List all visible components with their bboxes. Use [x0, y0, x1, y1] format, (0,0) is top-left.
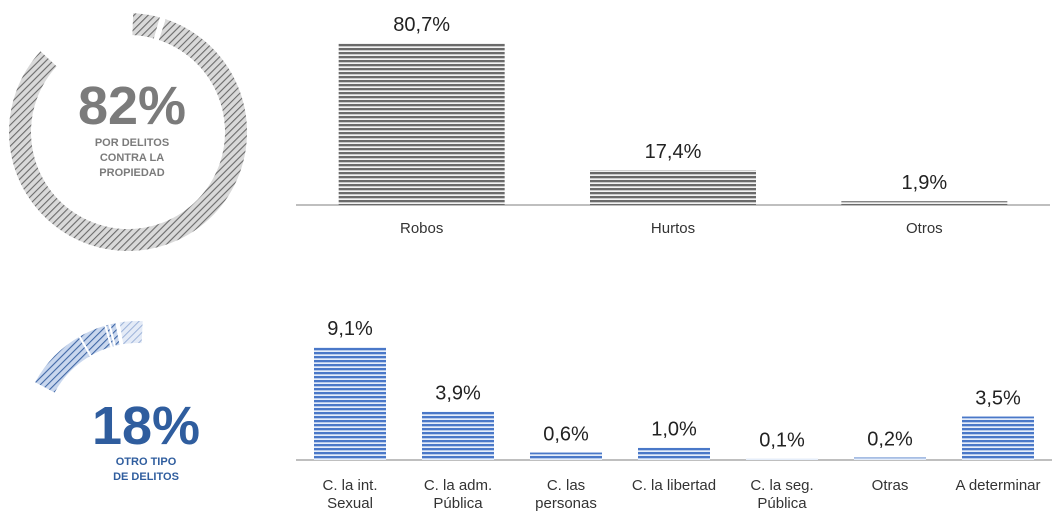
donut-property-caption-line-2: CONTRA LA: [100, 152, 164, 164]
donut-other-crimes: 18% OTRO TIPO DE DELITOS: [32, 319, 200, 483]
chart1-category-1: Robos: [400, 220, 443, 237]
chart1-category-2: Hurtos: [651, 220, 695, 237]
donut-other-segment-7: [117, 319, 145, 347]
chart2-data-label-1: 9,1%: [327, 318, 373, 340]
bar-chart-other: 9,1% C. la int. Sexual 3,9% C. la adm. Públic…: [296, 318, 1052, 512]
donut-other-caption-line-2: DE DELITOS: [113, 471, 179, 483]
chart2-category-2: C. la adm. Pública: [424, 477, 492, 512]
chart2-category-7: A determinar: [955, 477, 1040, 494]
chart2-bar-5: [746, 458, 818, 460]
bar-chart-property: 80,7% Robos 17,4% Hurtos 1,9% Otros: [296, 14, 1050, 237]
chart2-bar-2: [422, 411, 494, 460]
chart2-category-4: C. la libertad: [632, 477, 716, 494]
chart2-bar-1: [314, 347, 386, 460]
chart2-data-label-3: 0,6%: [543, 424, 589, 446]
chart2-data-label-7: 3,5%: [975, 388, 1021, 410]
chart1-category-3: Otros: [906, 220, 943, 237]
donut-other-percent: 18%: [92, 396, 200, 456]
chart2-category-6: Otras: [872, 477, 909, 494]
chart2-data-label-5: 0,1%: [759, 430, 805, 452]
chart1-data-label-1: 80,7%: [393, 14, 450, 36]
chart2-category-5: C. la seg. Pública: [750, 477, 813, 512]
chart1-bar-1: [338, 43, 505, 205]
donut-property-segment-small: [130, 11, 163, 41]
chart1-bar-2: [590, 170, 756, 205]
donut-property: 82% POR DELITOS CONTRA LA PROPIEDAD: [7, 11, 249, 253]
chart1-bar-3: [841, 201, 1008, 205]
donut-other-segment-1: [32, 334, 93, 396]
chart1-data-label-3: 1,9%: [902, 172, 948, 194]
donut-property-percent: 82%: [78, 76, 186, 136]
chart2-bar-6: [854, 457, 926, 460]
donut-property-caption-line-1: POR DELITOS: [95, 137, 169, 149]
chart1-data-label-2: 17,4%: [645, 141, 702, 163]
chart2-bar-4: [638, 447, 710, 460]
chart2-category-3: C. las personas: [535, 477, 597, 512]
chart2-category-1: C. la int. Sexual: [322, 477, 377, 512]
chart2-bar-7: [962, 416, 1034, 460]
donut-property-segment-main: [7, 16, 249, 253]
donut-property-caption-line-3: PROPIEDAD: [99, 167, 164, 179]
chart2-data-label-6: 0,2%: [867, 429, 913, 451]
chart2-data-label-4: 1,0%: [651, 419, 697, 441]
donut-other-caption-line-1: OTRO TIPO: [116, 456, 177, 468]
chart2-bar-3: [530, 452, 602, 460]
chart2-data-label-2: 3,9%: [435, 383, 481, 405]
